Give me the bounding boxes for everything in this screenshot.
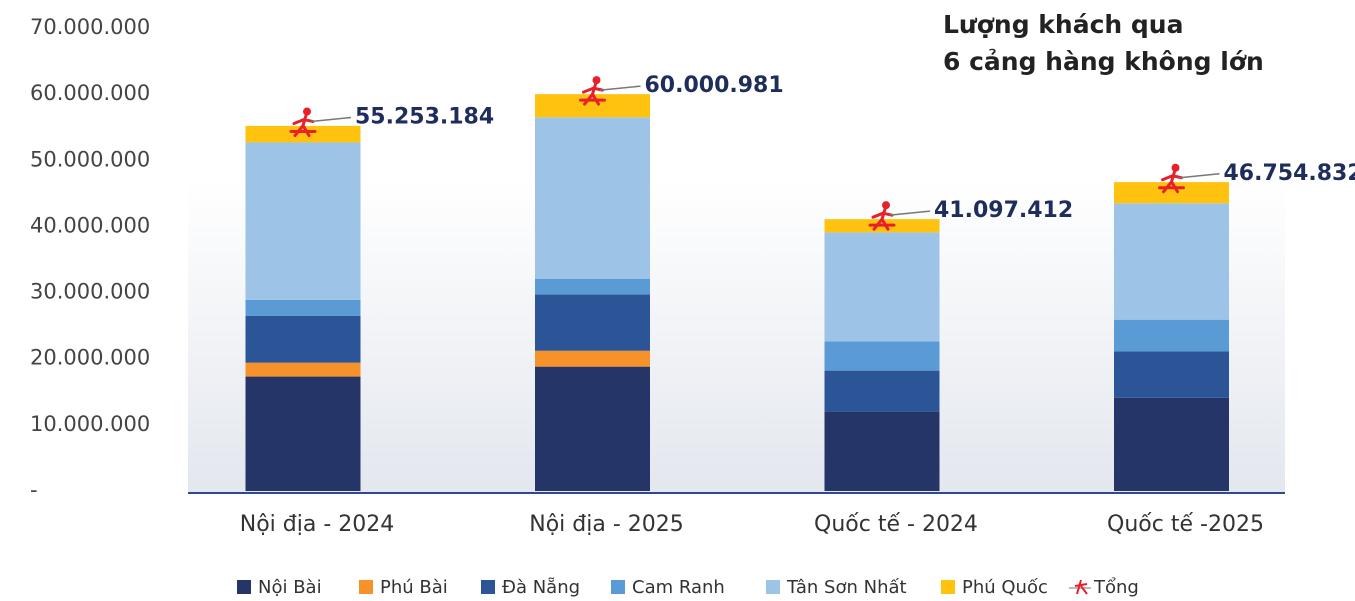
bar-segment xyxy=(535,351,650,367)
bar-segment xyxy=(825,371,940,412)
legend-label: Tổng xyxy=(1093,577,1139,597)
bar-segment xyxy=(825,412,940,491)
y-tick-label: 60.000.000 xyxy=(30,81,150,105)
bar-segment xyxy=(825,342,940,371)
y-tick-label: 70.000.000 xyxy=(30,15,150,39)
chart-title: 6 cảng hàng không lớn xyxy=(943,47,1264,76)
marker-head xyxy=(1172,164,1180,172)
leader-line xyxy=(1180,174,1220,178)
marker-head xyxy=(593,76,601,84)
y-tick-label: 50.000.000 xyxy=(30,147,150,171)
y-tick-label: 10.000.000 xyxy=(30,412,150,436)
y-tick-label: 20.000.000 xyxy=(30,346,150,370)
x-tick-label: Nội địa - 2025 xyxy=(529,512,684,537)
total-label: 60.000.981 xyxy=(645,73,784,98)
bar-segment xyxy=(1114,398,1229,491)
legend-swatch xyxy=(481,580,495,594)
legend-swatch xyxy=(941,580,955,594)
legend-label: Phú Bài xyxy=(380,577,448,597)
bar-segment xyxy=(535,279,650,295)
x-tick-label: Quốc tế - 2024 xyxy=(814,512,978,537)
legend-label: Đà Nẵng xyxy=(502,577,580,597)
marker-head xyxy=(303,108,311,116)
bar-segment xyxy=(1114,182,1229,203)
bar-segment xyxy=(246,142,361,299)
bar-segment xyxy=(535,295,650,351)
x-tick-label: Nội địa - 2024 xyxy=(240,512,395,537)
chart-title: Lượng khách qua xyxy=(943,10,1183,39)
bar-segment xyxy=(535,117,650,278)
bar-segment xyxy=(535,94,650,117)
legend-swatch xyxy=(359,580,373,594)
marker-body xyxy=(291,116,315,136)
legend-swatch xyxy=(766,580,780,594)
legend-swatch xyxy=(611,580,625,594)
y-tick-label: 40.000.000 xyxy=(30,213,150,237)
bar-segment xyxy=(535,367,650,491)
marker-head xyxy=(882,201,890,209)
bar-segment xyxy=(246,300,361,316)
bar-segment xyxy=(246,363,361,377)
marker-body xyxy=(581,84,605,104)
bar-segment xyxy=(825,232,940,341)
leader-line xyxy=(601,86,641,90)
bar-segment xyxy=(246,377,361,491)
bar-segment xyxy=(1114,320,1229,352)
legend-swatch xyxy=(237,580,251,594)
bar-segment xyxy=(1114,203,1229,319)
legend-label: Phú Quốc xyxy=(962,577,1048,597)
legend-label: Tân Sơn Nhất xyxy=(786,577,907,597)
y-tick-label: - xyxy=(30,478,38,502)
total-label: 46.754.832 xyxy=(1224,161,1355,186)
y-tick-label: 30.000.000 xyxy=(30,280,150,304)
total-label: 41.097.412 xyxy=(934,198,1073,223)
bar-segment xyxy=(246,316,361,363)
legend-label: Cam Ranh xyxy=(632,577,725,597)
bar-segment xyxy=(1114,351,1229,397)
legend-label: Nội Bài xyxy=(258,577,322,597)
x-tick-label: Quốc tế -2025 xyxy=(1107,512,1264,537)
leader-line xyxy=(311,118,351,122)
total-label: 55.253.184 xyxy=(355,105,494,130)
